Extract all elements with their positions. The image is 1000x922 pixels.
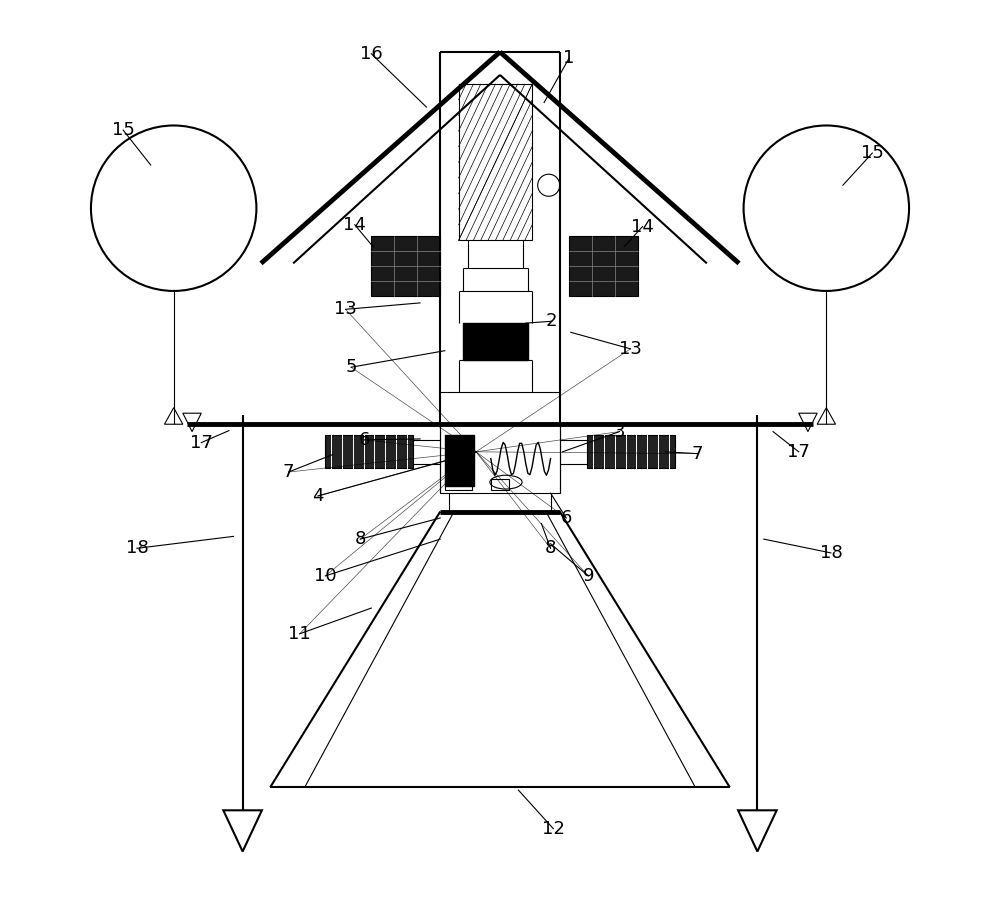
Text: 15: 15	[861, 144, 884, 162]
Text: 13: 13	[619, 340, 642, 358]
Bar	[440, 424, 560, 493]
Circle shape	[91, 125, 256, 291]
Text: 11: 11	[288, 625, 311, 643]
Polygon shape	[799, 413, 817, 431]
Text: 15: 15	[112, 121, 135, 139]
Ellipse shape	[490, 475, 522, 489]
Polygon shape	[164, 408, 183, 424]
Bar	[463, 323, 528, 360]
Text: 10: 10	[314, 567, 337, 585]
Text: 4: 4	[312, 487, 324, 505]
Text: 1: 1	[563, 50, 575, 67]
Text: 13: 13	[334, 301, 357, 318]
Bar	[587, 435, 675, 468]
Circle shape	[744, 125, 909, 291]
Bar	[445, 435, 474, 486]
Text: 12: 12	[542, 820, 565, 838]
Polygon shape	[223, 810, 262, 852]
Text: 14: 14	[343, 216, 366, 234]
Text: 3: 3	[614, 422, 625, 441]
Text: 5: 5	[345, 359, 357, 376]
Text: 17: 17	[787, 443, 810, 461]
Bar	[569, 236, 638, 296]
Circle shape	[538, 174, 560, 196]
Text: 7: 7	[692, 444, 703, 463]
Text: 18: 18	[820, 544, 842, 561]
Text: 14: 14	[631, 218, 654, 236]
Polygon shape	[817, 408, 836, 424]
Bar	[491, 479, 509, 491]
Text: 18: 18	[126, 539, 148, 557]
Bar	[371, 236, 440, 296]
Text: 9: 9	[582, 567, 594, 585]
Text: 7: 7	[283, 463, 294, 481]
Text: 2: 2	[546, 313, 557, 330]
Text: 8: 8	[545, 539, 556, 557]
Text: 6: 6	[358, 431, 370, 449]
Bar	[325, 435, 413, 468]
Bar	[445, 479, 472, 491]
Polygon shape	[738, 810, 777, 852]
Text: 8: 8	[355, 530, 366, 549]
Polygon shape	[183, 413, 201, 431]
Bar	[459, 84, 532, 241]
Text: 6: 6	[560, 509, 572, 527]
Text: 16: 16	[360, 45, 383, 63]
Text: 17: 17	[190, 433, 213, 452]
